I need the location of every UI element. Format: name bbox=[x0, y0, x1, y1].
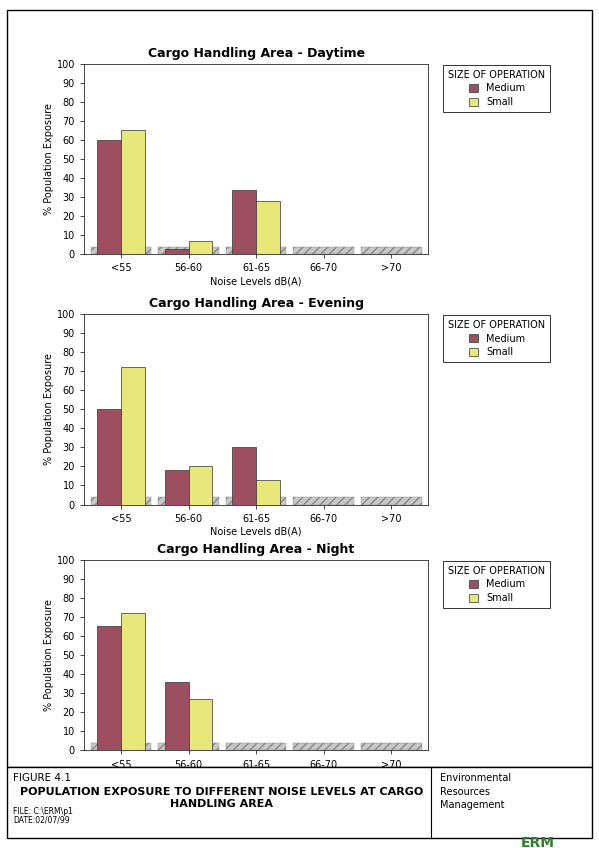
Bar bbox=[165, 248, 189, 254]
Bar bbox=[256, 480, 280, 505]
Bar bbox=[226, 497, 286, 505]
Bar bbox=[528, 806, 538, 819]
Bar bbox=[294, 497, 354, 505]
Bar bbox=[528, 791, 538, 806]
Bar bbox=[189, 699, 212, 750]
X-axis label: Noise Levels dB(A): Noise Levels dB(A) bbox=[210, 276, 302, 287]
Y-axis label: % Population Exposure: % Population Exposure bbox=[44, 599, 54, 711]
Title: Cargo Handling Area - Night: Cargo Handling Area - Night bbox=[158, 543, 355, 555]
Bar bbox=[98, 627, 121, 750]
Bar bbox=[294, 247, 354, 254]
Title: Cargo Handling Area - Evening: Cargo Handling Area - Evening bbox=[149, 297, 364, 310]
Bar bbox=[121, 131, 144, 254]
Bar bbox=[538, 778, 547, 791]
Text: FILE: C:\ERM\p1: FILE: C:\ERM\p1 bbox=[13, 807, 73, 817]
Legend: Medium, Small: Medium, Small bbox=[443, 64, 550, 112]
Legend: Medium, Small: Medium, Small bbox=[443, 561, 550, 608]
Bar bbox=[256, 201, 280, 254]
Bar bbox=[518, 806, 528, 819]
Bar bbox=[189, 466, 212, 505]
X-axis label: Noise Levels dB(A): Noise Levels dB(A) bbox=[210, 527, 302, 537]
Bar bbox=[121, 613, 144, 750]
Bar bbox=[158, 497, 219, 505]
Text: POPULATION EXPOSURE TO DIFFERENT NOISE LEVELS AT CARGO
HANDLING AREA: POPULATION EXPOSURE TO DIFFERENT NOISE L… bbox=[20, 787, 423, 809]
Bar bbox=[232, 448, 256, 505]
Title: Cargo Handling Area - Daytime: Cargo Handling Area - Daytime bbox=[147, 47, 365, 59]
Bar bbox=[90, 743, 152, 750]
Bar bbox=[538, 806, 547, 819]
Bar bbox=[232, 190, 256, 254]
Bar bbox=[538, 791, 547, 806]
Bar bbox=[528, 778, 538, 791]
Bar bbox=[547, 778, 557, 791]
Bar bbox=[165, 682, 189, 750]
X-axis label: Noise Levels dB(A): Noise Levels dB(A) bbox=[210, 773, 302, 783]
Y-axis label: % Population Exposure: % Population Exposure bbox=[44, 353, 54, 466]
Text: Environmental
Resources
Management: Environmental Resources Management bbox=[440, 773, 512, 810]
Text: ERM: ERM bbox=[521, 836, 555, 848]
Text: DATE:02/07/99: DATE:02/07/99 bbox=[13, 816, 70, 825]
Bar bbox=[121, 367, 144, 505]
Text: FIGURE 4.1: FIGURE 4.1 bbox=[13, 773, 71, 784]
Bar bbox=[538, 819, 547, 833]
Bar bbox=[518, 778, 528, 791]
Bar bbox=[98, 409, 121, 505]
Bar bbox=[528, 819, 538, 833]
Bar bbox=[547, 819, 557, 833]
Bar bbox=[165, 470, 189, 505]
Bar bbox=[189, 241, 212, 254]
Bar bbox=[226, 743, 286, 750]
Bar bbox=[547, 791, 557, 806]
Bar bbox=[361, 247, 422, 254]
Bar bbox=[547, 806, 557, 819]
Bar bbox=[90, 247, 152, 254]
Bar bbox=[158, 743, 219, 750]
Bar bbox=[294, 743, 354, 750]
Bar bbox=[226, 247, 286, 254]
Bar bbox=[361, 497, 422, 505]
Bar bbox=[90, 497, 152, 505]
Bar bbox=[518, 819, 528, 833]
Bar bbox=[361, 743, 422, 750]
Y-axis label: % Population Exposure: % Population Exposure bbox=[44, 103, 54, 215]
Bar bbox=[158, 247, 219, 254]
Bar bbox=[518, 791, 528, 806]
Legend: Medium, Small: Medium, Small bbox=[443, 315, 550, 362]
Bar bbox=[98, 140, 121, 254]
